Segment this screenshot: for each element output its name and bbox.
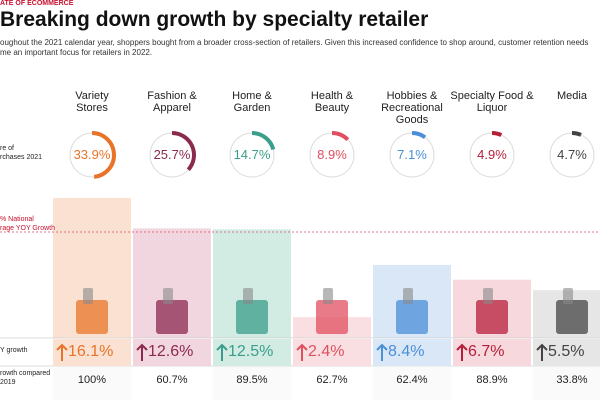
growth-label: 12.6% <box>148 343 194 360</box>
product <box>563 288 573 304</box>
product <box>76 300 108 334</box>
row-label: rage YOY Growth <box>0 225 55 232</box>
compared-label: 60.7% <box>156 374 188 386</box>
gauge-arc <box>171 131 196 172</box>
row-label: re of <box>0 145 15 152</box>
row-label: rowth compared <box>0 370 51 377</box>
compared-label: 100% <box>77 374 107 386</box>
compared-cell <box>533 367 600 400</box>
growth-label: 8.4% <box>388 343 425 360</box>
up-arrow <box>376 343 388 361</box>
title: Breaking down growth by specialty retail… <box>0 8 429 31</box>
row-label: rchases 2021 <box>0 154 43 161</box>
up-arrow <box>136 343 148 361</box>
growth-label: 5.5% <box>548 343 585 360</box>
gauge-arc <box>91 131 116 179</box>
compared-cell <box>293 367 371 400</box>
growth-cell <box>293 339 371 366</box>
gauge-arc <box>411 131 427 140</box>
category-name: Hobbies & Recreational Goods <box>381 90 443 126</box>
compared-cell <box>213 367 291 400</box>
up-arrow <box>536 343 548 361</box>
growth-cell <box>533 339 600 366</box>
gauge-arc <box>331 131 350 142</box>
compared-cell <box>373 367 451 400</box>
compared-label: 88.9% <box>476 374 508 386</box>
compared-label: 89.5% <box>236 374 268 386</box>
compared-cell <box>453 367 531 400</box>
row-label: Y growth <box>0 347 28 354</box>
share-label: 8.9% <box>317 147 347 162</box>
compared-label: 62.7% <box>316 374 348 386</box>
share-label: 14.7% <box>233 147 271 162</box>
product <box>236 300 268 334</box>
growth-label: 12.5% <box>228 343 274 360</box>
row-label: % National <box>0 216 34 223</box>
product <box>323 288 333 304</box>
up-arrow <box>456 343 468 361</box>
subtitle: me an important focus for retailers in 2… <box>0 48 153 57</box>
category-name: Variety Stores <box>75 90 109 114</box>
growth-cell <box>133 339 211 366</box>
product <box>476 300 508 334</box>
growth-cell <box>213 339 291 366</box>
product <box>396 300 428 334</box>
gauge-arc <box>491 131 503 137</box>
share-label: 25.7% <box>153 147 191 162</box>
compared-cell <box>53 367 131 400</box>
share-label: 7.1% <box>397 147 427 162</box>
up-arrow <box>56 343 68 361</box>
growth-label: 16.1% <box>68 343 114 360</box>
up-arrow <box>216 343 228 361</box>
category-name: Health & Beauty <box>310 90 354 114</box>
growth-cell <box>453 339 531 366</box>
category-name: Media <box>557 90 587 102</box>
compared-cell <box>133 367 211 400</box>
share-label: 33.9% <box>73 147 111 162</box>
product <box>163 288 173 304</box>
subtitle: oughout the 2021 calendar year, shoppers… <box>0 38 589 47</box>
category-name: Specialty Food & Liquor <box>450 90 534 114</box>
category-name: Fashion & Apparel <box>147 90 197 114</box>
compared-label: 33.8% <box>556 374 588 386</box>
up-arrow <box>296 343 308 361</box>
row-label: 2019 <box>0 379 16 386</box>
share-label: 4.9% <box>477 147 507 162</box>
product <box>316 300 348 334</box>
kicker: ATE OF ECOMMERCE <box>0 0 74 7</box>
product <box>243 288 253 304</box>
product <box>83 288 93 304</box>
growth-cell <box>373 339 451 366</box>
product <box>483 288 493 304</box>
share-label: 4.7% <box>557 147 587 162</box>
gauge-arc <box>571 131 582 137</box>
product <box>156 300 188 334</box>
growth-label: 2.4% <box>308 343 345 360</box>
product <box>403 288 413 304</box>
growth-label: 6.7% <box>468 343 505 360</box>
growth-cell <box>53 339 131 366</box>
compared-label: 62.4% <box>396 374 428 386</box>
gauge-arc <box>251 131 276 151</box>
product <box>556 300 588 334</box>
category-name: Home & Garden <box>232 90 272 114</box>
